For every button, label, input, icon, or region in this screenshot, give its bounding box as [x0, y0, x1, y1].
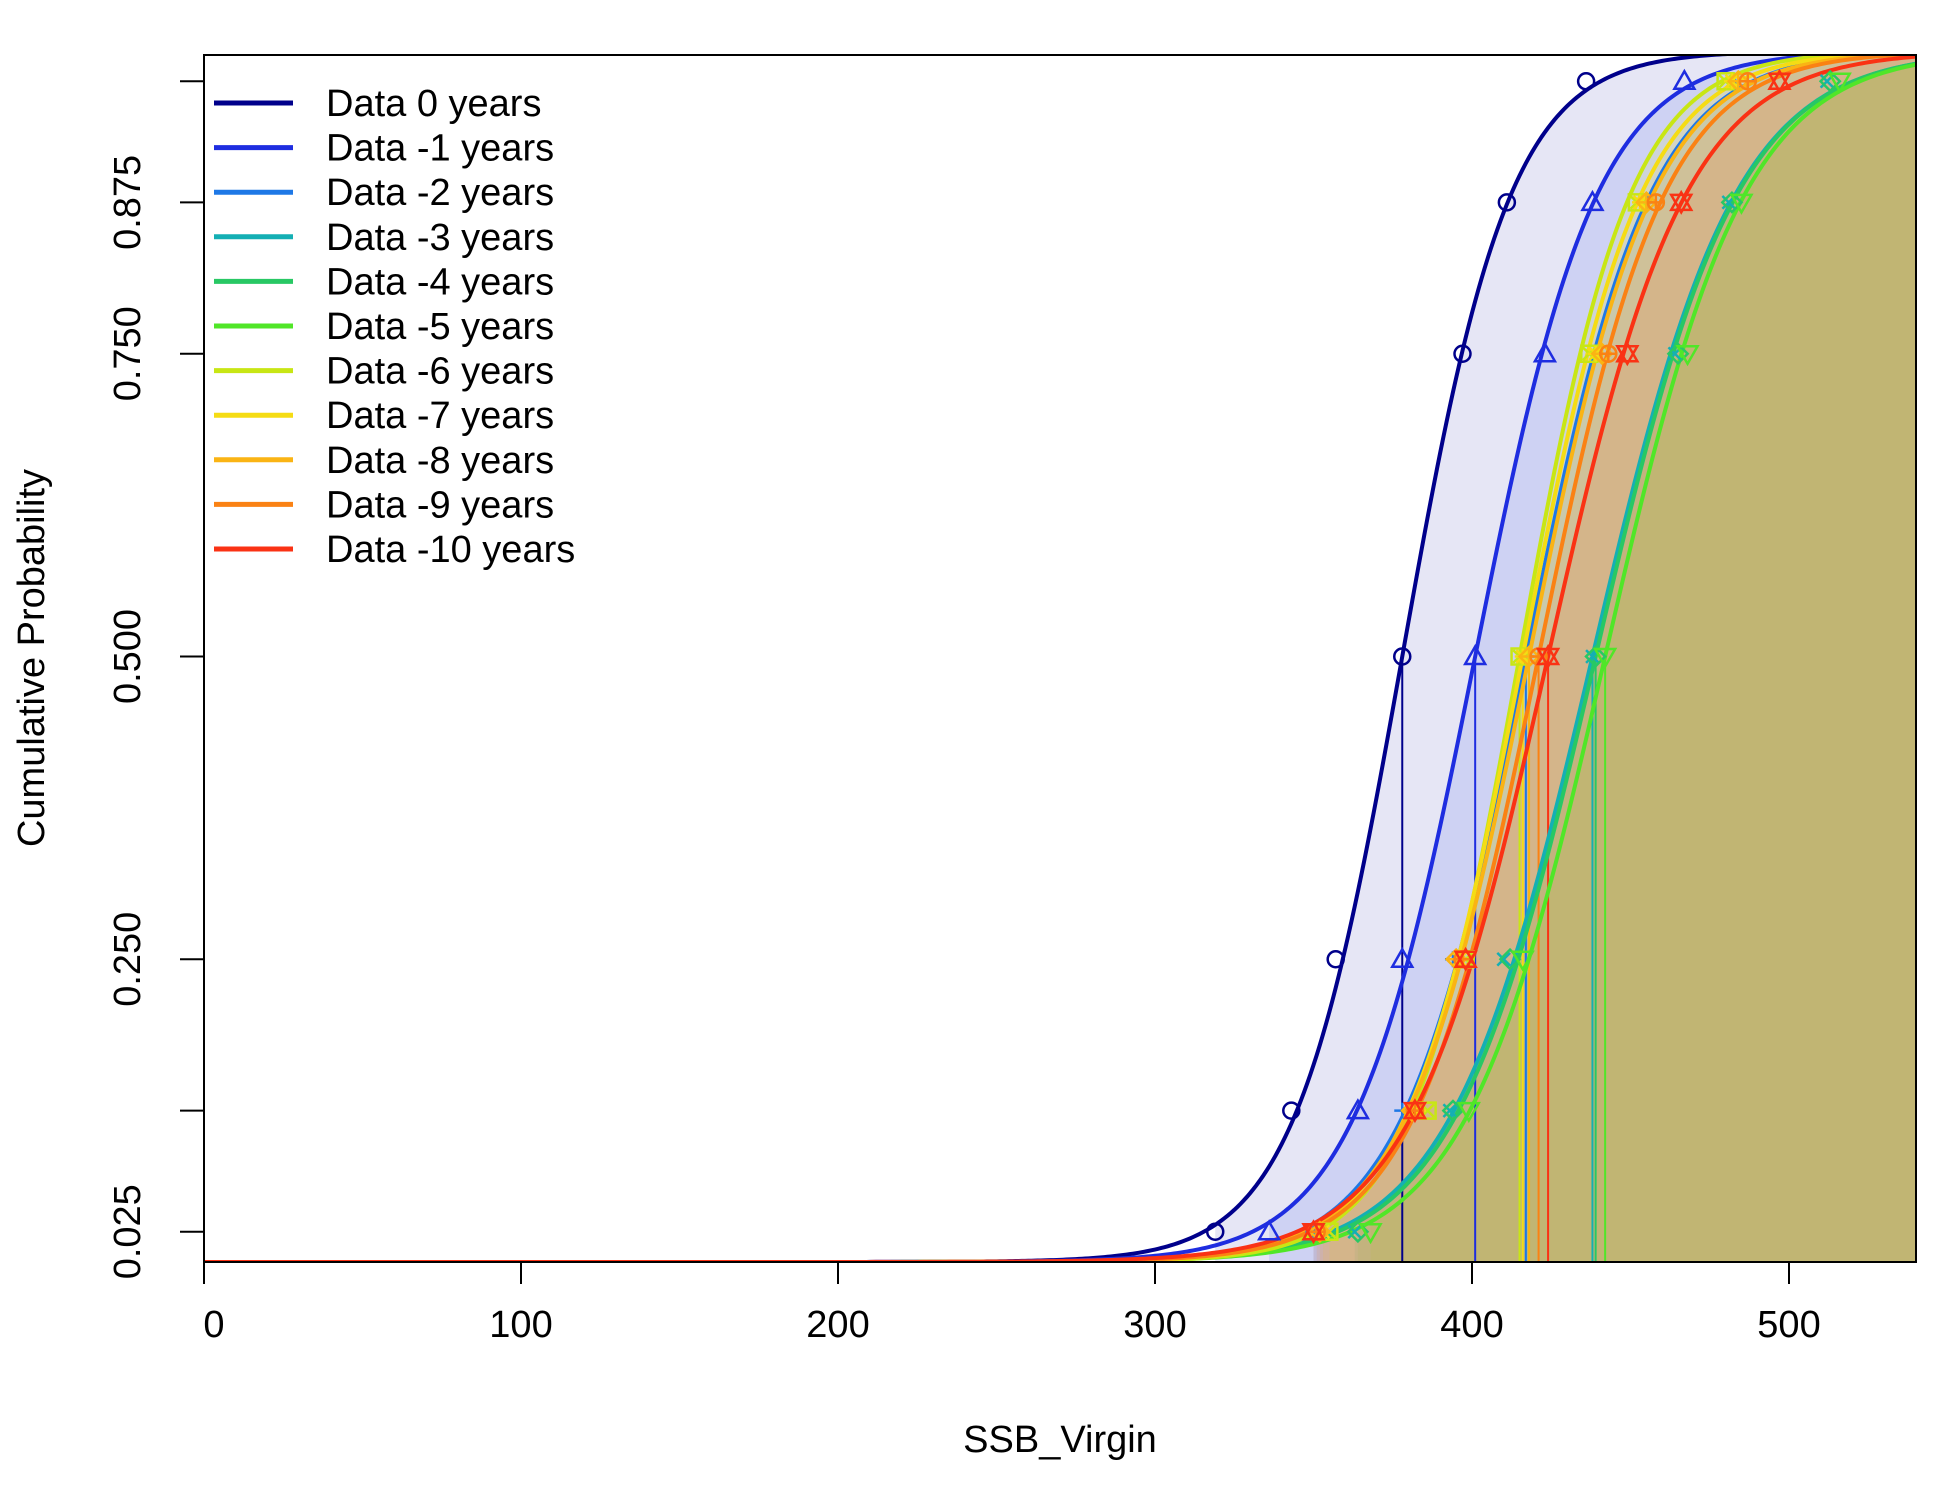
x-axis: 0 100 200 300 400 500	[203, 1261, 1821, 1346]
x-tick-label: 300	[1123, 1304, 1186, 1346]
quantile-marker	[1205, 1222, 1225, 1241]
interval-fill	[1357, 63, 1916, 1262]
quantile-marker	[1675, 345, 1700, 367]
legend-label: Data -4 years	[326, 261, 554, 303]
quantile-marker	[1729, 193, 1754, 215]
quantile-marker	[1767, 68, 1792, 94]
legend-label: Data 0 years	[326, 83, 541, 125]
y-tick-label: 0.025	[107, 1184, 149, 1279]
quantile-marker	[1345, 1098, 1371, 1120]
interval-fill	[1354, 63, 1916, 1262]
y-tick-label: 0.750	[107, 306, 149, 401]
quantile-marker	[1453, 946, 1478, 972]
legend-label: Data -1 years	[326, 128, 554, 170]
interval-fill	[1316, 55, 1916, 1262]
quantile-marker	[1738, 72, 1758, 91]
quantile-marker	[1497, 193, 1517, 212]
quantile-marker	[1535, 643, 1561, 670]
quantile-marker	[1453, 344, 1472, 363]
legend-item: Data -2 years	[214, 172, 554, 214]
legend-item: Data 0 years	[214, 83, 541, 125]
legend-item: Data -4 years	[214, 261, 554, 303]
quantile-marker	[1532, 341, 1558, 363]
quantile-marker	[1301, 1219, 1326, 1245]
interval-fill	[1313, 56, 1916, 1262]
y-axis-label: Cumulative Probability	[11, 469, 53, 847]
quantile-marker	[1441, 1099, 1465, 1122]
legend-item: Data -6 years	[214, 351, 554, 393]
legend-item: Data -5 years	[214, 306, 554, 348]
quantile-marker	[1496, 951, 1511, 967]
quantile-marker	[1584, 645, 1607, 668]
quantile-marker	[1666, 342, 1690, 366]
y-tick-label: 0.875	[107, 155, 149, 250]
quantile-marker	[1669, 189, 1694, 215]
interval-fill	[1370, 64, 1916, 1262]
y-axis: 0.025 0.250 0.500 0.750 0.875	[107, 80, 205, 1279]
legend-label: Data -5 years	[326, 306, 554, 348]
x-tick-label: 500	[1757, 1304, 1820, 1346]
quantile-marker	[1510, 950, 1535, 972]
legend-label: Data -10 years	[326, 529, 575, 571]
x-axis-label: SSB_Virgin	[963, 1419, 1157, 1461]
quantile-marker	[1720, 191, 1744, 214]
legend-label: Data -6 years	[326, 351, 554, 393]
quantile-marker	[1326, 950, 1345, 969]
legend-label: Data -8 years	[326, 440, 554, 482]
quantile-marker	[1646, 193, 1666, 212]
quantile-marker	[1580, 189, 1605, 212]
legend-item: Data -10 years	[214, 529, 575, 571]
legend-item: Data -9 years	[214, 484, 554, 526]
legend-item: Data -3 years	[214, 217, 554, 259]
quantile-marker	[1282, 1101, 1301, 1120]
x-tick-label: 100	[489, 1304, 552, 1346]
legend-label: Data -7 years	[326, 395, 554, 437]
legend-label: Data -2 years	[326, 172, 554, 214]
y-tick-label: 0.500	[107, 609, 149, 704]
legend-label: Data -9 years	[326, 484, 554, 526]
quantile-marker	[1615, 341, 1640, 367]
interval-fill	[1215, 55, 1916, 1262]
quantile-marker	[1827, 72, 1852, 94]
quantile-marker	[1818, 69, 1842, 93]
quantile-marker	[1347, 1224, 1362, 1240]
quantile-markers	[1205, 68, 1852, 1245]
x-tick-label: 0	[203, 1304, 224, 1346]
quantile-marker	[1456, 1101, 1481, 1124]
quantile-marker	[1402, 1098, 1428, 1124]
x-tick-label: 200	[806, 1304, 869, 1346]
legend-item: Data -1 years	[214, 128, 554, 170]
legend-item: Data -7 years	[214, 395, 554, 437]
y-tick-label: 0.250	[107, 912, 149, 1007]
legend-label: Data -3 years	[326, 217, 554, 259]
quantile-marker	[1599, 344, 1618, 363]
quantile-marker	[1393, 647, 1412, 666]
legend-item: Data -8 years	[214, 440, 554, 482]
x-tick-label: 400	[1440, 1304, 1503, 1346]
quantile-marker	[1442, 1103, 1458, 1118]
quantile-marker	[1576, 72, 1596, 91]
quantile-marker	[1390, 946, 1415, 968]
quantile-marker	[1592, 647, 1618, 670]
quantile-marker	[1256, 1219, 1282, 1241]
quantile-marker	[1463, 643, 1488, 666]
quantile-marker	[1358, 1222, 1383, 1245]
quantile-marker	[1672, 68, 1697, 91]
